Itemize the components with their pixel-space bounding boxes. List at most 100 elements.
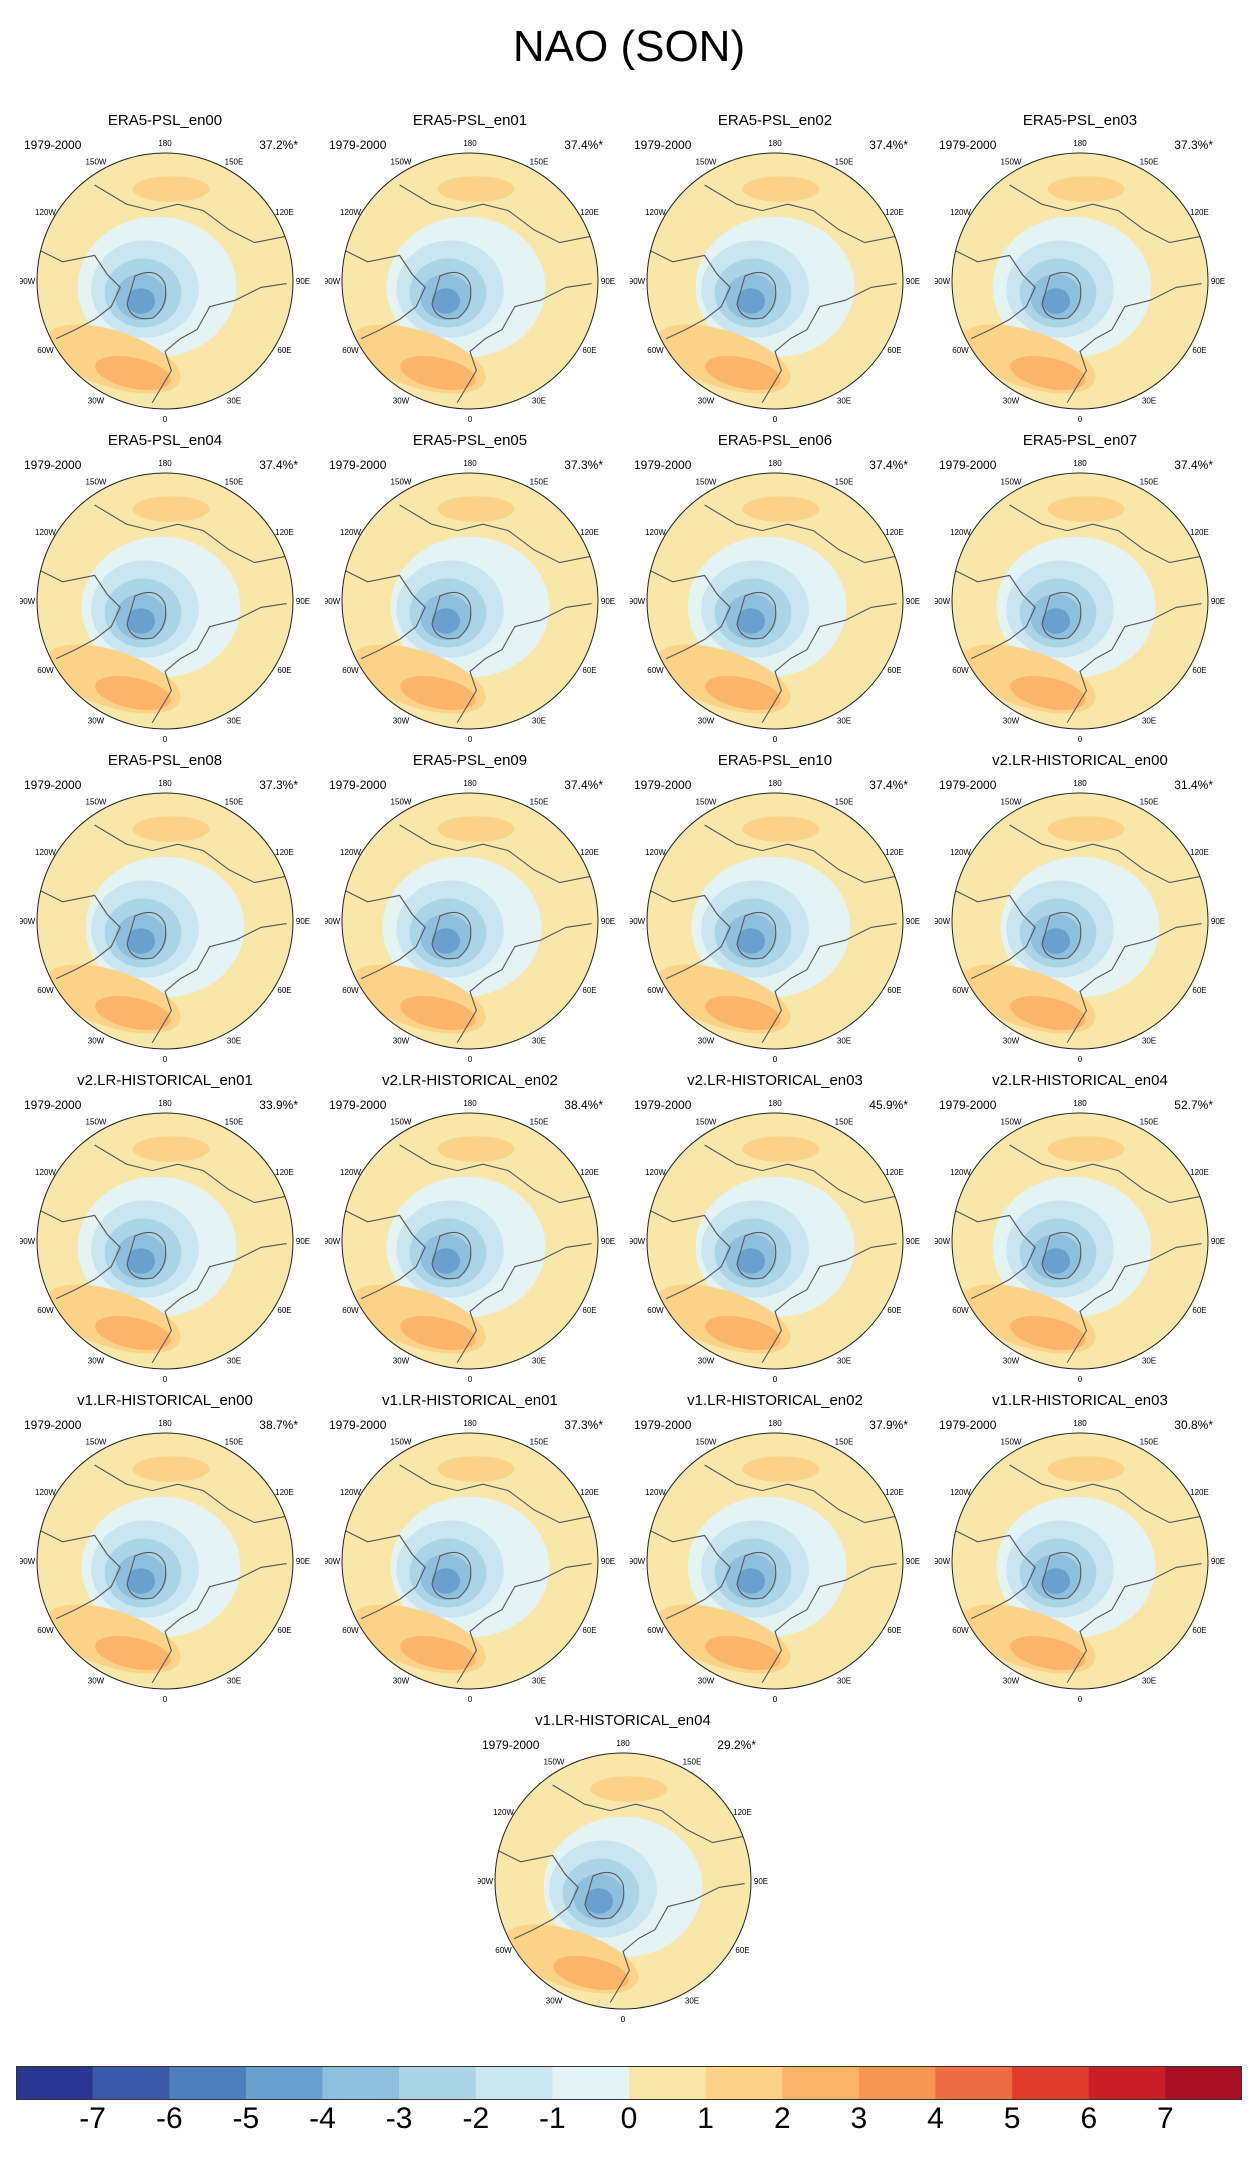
- positive-core: [95, 1635, 171, 1671]
- coastline-eurasia: [609, 1883, 745, 2003]
- longitude-label: 90E: [601, 277, 615, 286]
- positive-core: [1010, 1635, 1086, 1671]
- longitude-label: 30E: [837, 717, 851, 726]
- polar-map: 180 150E 120E 90E 60E 30E 0 30W 60W 90W 120W 150W: [630, 1100, 920, 1382]
- positive-core: [400, 355, 476, 391]
- longitude-label: 30E: [837, 397, 851, 406]
- map-boundary: [494, 1752, 752, 2010]
- longitude-label: 120E: [733, 1808, 752, 1817]
- longitude-label: 180: [158, 140, 172, 148]
- longitude-label: 180: [768, 1420, 782, 1428]
- longitude-label: 60E: [735, 1946, 749, 1955]
- panel-period: 1979-2000: [482, 1738, 540, 1752]
- longitude-label: 90E: [906, 917, 920, 926]
- longitude-label: 30W: [88, 1677, 105, 1686]
- negative-core: [431, 928, 461, 954]
- positive-core: [1010, 675, 1086, 711]
- map-boundary: [951, 1432, 1209, 1690]
- positive-core: [705, 355, 781, 391]
- colorbar-segment: [858, 2066, 937, 2100]
- positive-core: [1010, 1315, 1086, 1351]
- coastline-north-america: [37, 1208, 121, 1300]
- longitude-label: 180: [158, 1420, 172, 1428]
- coastline-eurasia: [1066, 1563, 1202, 1683]
- map-boundary: [646, 472, 904, 730]
- longitude-label: 30W: [88, 717, 105, 726]
- coastline-north-america: [37, 248, 121, 340]
- negative-core: [126, 1568, 156, 1594]
- colorbar-segment: [245, 2066, 324, 2100]
- longitude-label: 90E: [601, 1237, 615, 1246]
- longitude-label: 120E: [275, 1168, 294, 1177]
- coastline-north-america: [647, 1208, 731, 1300]
- map-panel: v1.LR-HISTORICAL_en04 1979-2000 29.2%* 180 1…: [478, 1712, 768, 2022]
- colorbar-tick-label: -2: [462, 2102, 490, 2135]
- panel-variance: 37.2%*: [259, 138, 298, 152]
- polar-map: 180 150E 120E 90E 60E 30E 0 30W 60W 90W 120W 150W: [325, 780, 615, 1062]
- longitude-label: 150W: [391, 1438, 412, 1447]
- map-boundary: [951, 152, 1209, 410]
- panel-variance: 31.4%*: [1174, 778, 1213, 792]
- coastline-eurasia: [1066, 1243, 1202, 1363]
- longitude-label: 60W: [37, 346, 54, 355]
- panel-period: 1979-2000: [329, 1098, 387, 1112]
- longitude-label: 150E: [835, 478, 854, 487]
- panel-variance: 37.4%*: [564, 778, 603, 792]
- longitude-label: 150W: [696, 798, 717, 807]
- longitude-label: 180: [1073, 1420, 1087, 1428]
- colorbar-tick-label: 0: [620, 2102, 638, 2135]
- longitude-label: 90W: [325, 1237, 341, 1246]
- panel-title: ERA5-PSL_en04: [107, 432, 223, 449]
- coastline-north-america: [342, 248, 426, 340]
- panel-period: 1979-2000: [24, 458, 82, 472]
- longitude-label: 150E: [225, 798, 244, 807]
- longitude-label: 30W: [1003, 397, 1020, 406]
- longitude-label: 90W: [935, 1237, 951, 1246]
- longitude-label: 30W: [88, 1037, 105, 1046]
- longitude-label: 90E: [296, 1557, 310, 1566]
- colorbar-tick-label: -6: [155, 2102, 183, 2135]
- negative-core: [431, 1568, 461, 1594]
- longitude-label: 150E: [835, 798, 854, 807]
- longitude-label: 150W: [391, 798, 412, 807]
- coastline-greenland: [126, 1231, 167, 1280]
- negative-core: [1041, 1248, 1071, 1274]
- polar-map: 180 150E 120E 90E 60E 30E 0 30W 60W 90W 120W 150W: [935, 460, 1225, 742]
- map-panel: ERA5-PSL_en01 1979-2000 37.4%* 180 150E 120E 9…: [325, 112, 615, 422]
- colorbar-tick-label: 2: [773, 2102, 791, 2135]
- longitude-label: 150E: [1140, 798, 1159, 807]
- map-boundary: [646, 1112, 904, 1370]
- longitude-label: 120W: [645, 848, 666, 857]
- longitude-label: 30W: [698, 1677, 715, 1686]
- longitude-label: 60W: [342, 1626, 359, 1635]
- longitude-label: 30E: [837, 1037, 851, 1046]
- positive-core: [705, 1635, 781, 1671]
- longitude-label: 150E: [530, 478, 549, 487]
- longitude-label: 30E: [1142, 1037, 1156, 1046]
- longitude-label: 30W: [1003, 1037, 1020, 1046]
- coastline-north-america: [952, 568, 1036, 660]
- pacific-positive: [742, 176, 820, 202]
- map-panel: v2.LR-HISTORICAL_en04 1979-2000 52.7%* 180 1…: [935, 1072, 1225, 1382]
- longitude-label: 60W: [342, 346, 359, 355]
- longitude-label: 60E: [1192, 666, 1206, 675]
- longitude-label: 30W: [393, 397, 410, 406]
- pacific-positive: [742, 1456, 820, 1482]
- longitude-label: 150W: [696, 478, 717, 487]
- coastline-pacific-rim: [94, 184, 287, 244]
- positive-core: [1010, 355, 1086, 391]
- coastline-eurasia: [456, 1243, 592, 1363]
- negative-core: [126, 288, 156, 314]
- panel-period: 1979-2000: [634, 778, 692, 792]
- coastline-pacific-rim: [399, 1464, 592, 1524]
- longitude-label: 90E: [1211, 1237, 1225, 1246]
- longitude-label: 180: [768, 140, 782, 148]
- polar-map: 180 150E 120E 90E 60E 30E 0 30W 60W 90W 120W 150W: [20, 460, 310, 742]
- longitude-label: 60W: [37, 1306, 54, 1315]
- panel-title: v2.LR-HISTORICAL_en03: [687, 1072, 863, 1089]
- coastline-pacific-rim: [1009, 184, 1202, 244]
- longitude-label: 120W: [645, 1168, 666, 1177]
- polar-map: 180 150E 120E 90E 60E 30E 0 30W 60W 90W 120W 150W: [630, 780, 920, 1062]
- pacific-positive: [132, 1456, 210, 1482]
- longitude-label: 30W: [698, 717, 715, 726]
